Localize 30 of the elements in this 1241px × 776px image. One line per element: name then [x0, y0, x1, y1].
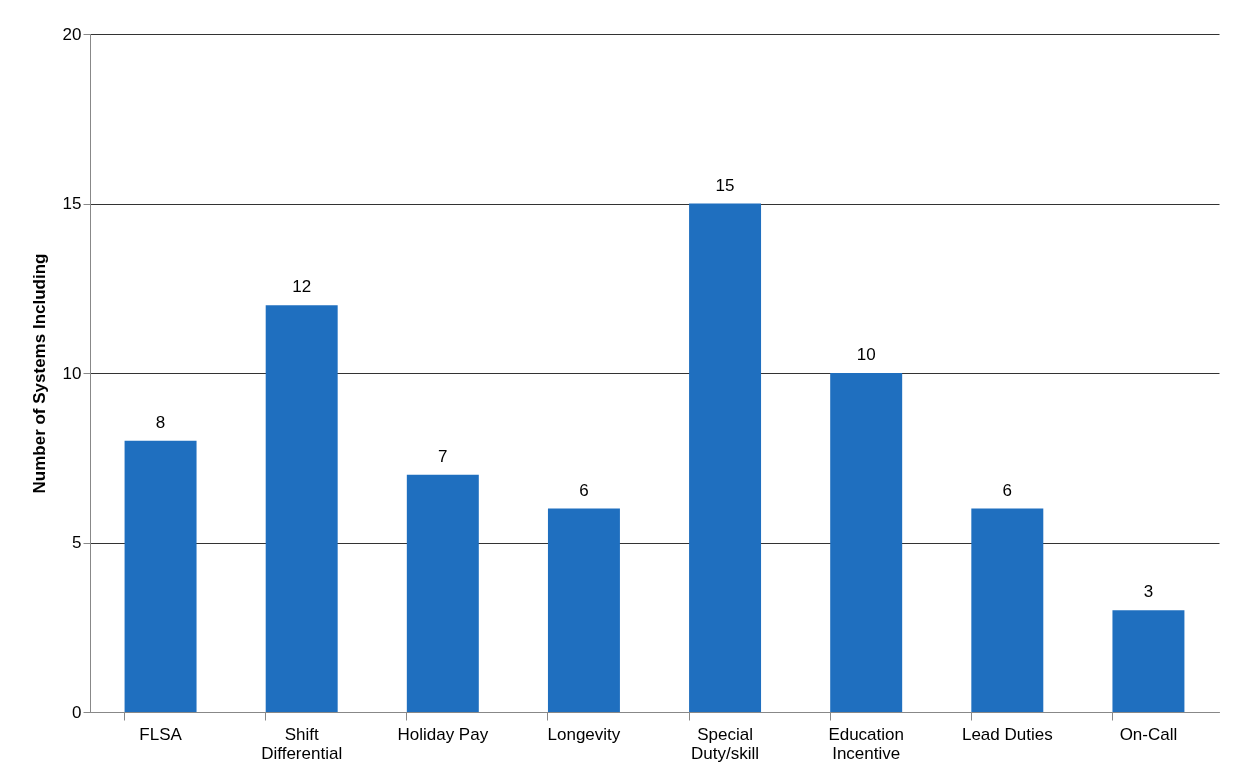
x-tick-label: FLSA [139, 724, 183, 744]
x-tick-label: Lead Duties [961, 724, 1053, 744]
bar [547, 508, 620, 712]
bar [1112, 610, 1185, 712]
x-tick-label: Education Incentive [828, 724, 904, 763]
bar [265, 305, 338, 712]
data-label: 6 [1002, 480, 1013, 500]
data-label: 7 [438, 446, 448, 466]
bar [971, 508, 1044, 712]
data-label: 8 [155, 412, 166, 432]
data-label: 15 [715, 175, 735, 195]
y-tick-label: 5 [72, 533, 82, 552]
y-tick-label: 10 [62, 363, 82, 383]
x-tick-label: Shift Differential [261, 724, 343, 763]
data-label: 12 [292, 277, 312, 297]
y-tick-label: 0 [72, 702, 82, 722]
x-tick-label: Longevity [547, 724, 621, 744]
x-tick-label: Holiday Pay [397, 724, 489, 744]
data-label: 3 [1143, 582, 1154, 602]
data-label: 10 [856, 345, 876, 364]
y-tick-label: 20 [62, 24, 82, 44]
data-label: 6 [579, 480, 589, 500]
y-tick-label: 15 [62, 194, 82, 213]
x-tick-label: Special Duty/skill [691, 724, 760, 763]
x-tick-label: On-Call [1119, 724, 1178, 744]
bar [830, 373, 903, 712]
bar [124, 440, 197, 712]
y-axis-title: Number of Systems Including [29, 253, 49, 494]
bar [689, 203, 762, 712]
bar [406, 474, 479, 712]
